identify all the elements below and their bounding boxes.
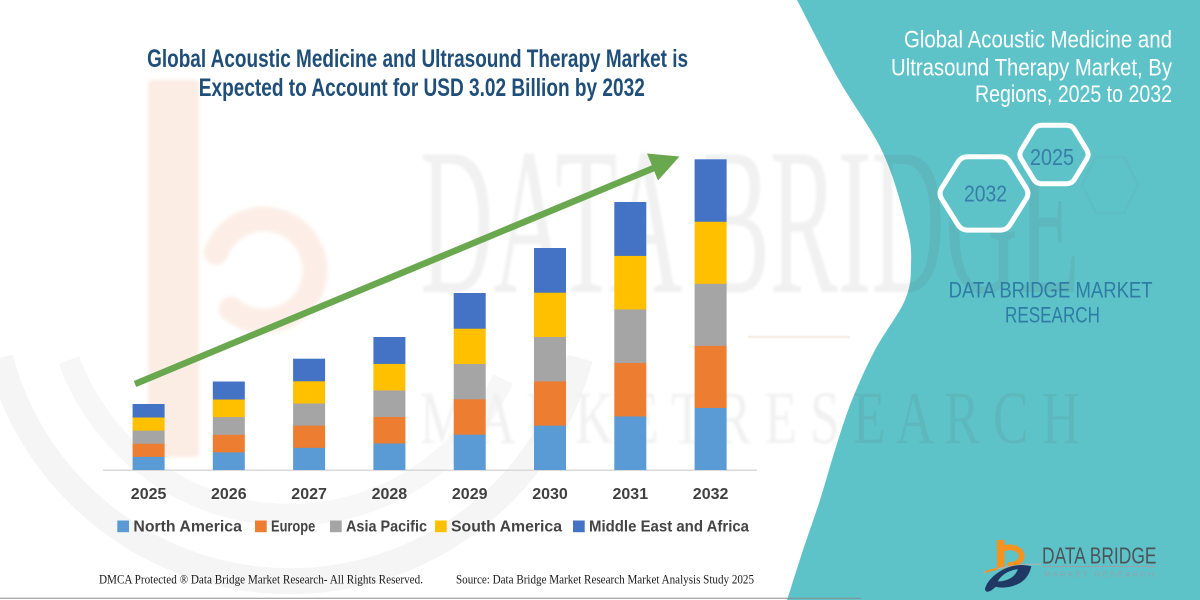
svg-text:Asia Pacific: Asia Pacific bbox=[346, 519, 427, 536]
svg-text:DATA BRIDGE: DATA BRIDGE bbox=[1042, 543, 1157, 569]
svg-text:2025: 2025 bbox=[1030, 144, 1074, 170]
svg-text:North America: North America bbox=[133, 519, 242, 536]
svg-text:2029: 2029 bbox=[452, 486, 488, 503]
svg-text:Source: Data Bridge Market Res: Source: Data Bridge Market Research Mark… bbox=[456, 573, 754, 587]
svg-text:DATA BRIDGE MARKET: DATA BRIDGE MARKET bbox=[949, 278, 1153, 303]
svg-text:2026: 2026 bbox=[211, 486, 247, 503]
svg-text:Middle East and Africa: Middle East and Africa bbox=[589, 519, 749, 536]
svg-text:Europe: Europe bbox=[271, 519, 316, 536]
svg-text:DMCA Protected ® Data Bridge M: DMCA Protected ® Data Bridge Market Rese… bbox=[99, 573, 423, 587]
svg-text:Global Acoustic Medicine and: Global Acoustic Medicine and bbox=[904, 26, 1172, 53]
svg-text:Expected to Account for USD 3.: Expected to Account for USD 3.02 Billion… bbox=[199, 74, 645, 102]
svg-text:Global Acoustic Medicine and U: Global Acoustic Medicine and Ultrasound … bbox=[147, 45, 688, 73]
svg-text:2030: 2030 bbox=[532, 486, 568, 503]
svg-text:2027: 2027 bbox=[291, 486, 327, 503]
svg-text:2032: 2032 bbox=[964, 181, 1007, 207]
svg-text:South America: South America bbox=[451, 519, 562, 536]
svg-text:Ultrasound Therapy Market, By: Ultrasound Therapy Market, By bbox=[891, 55, 1172, 82]
svg-text:MARKET RESEARCH: MARKET RESEARCH bbox=[1044, 570, 1154, 579]
svg-text:2032: 2032 bbox=[693, 486, 729, 503]
svg-text:2025: 2025 bbox=[131, 486, 167, 503]
svg-text:2031: 2031 bbox=[613, 486, 649, 503]
svg-text:Regions, 2025 to 2032: Regions, 2025 to 2032 bbox=[975, 81, 1172, 108]
svg-text:RESEARCH: RESEARCH bbox=[1005, 303, 1100, 328]
svg-text:2028: 2028 bbox=[372, 486, 408, 503]
